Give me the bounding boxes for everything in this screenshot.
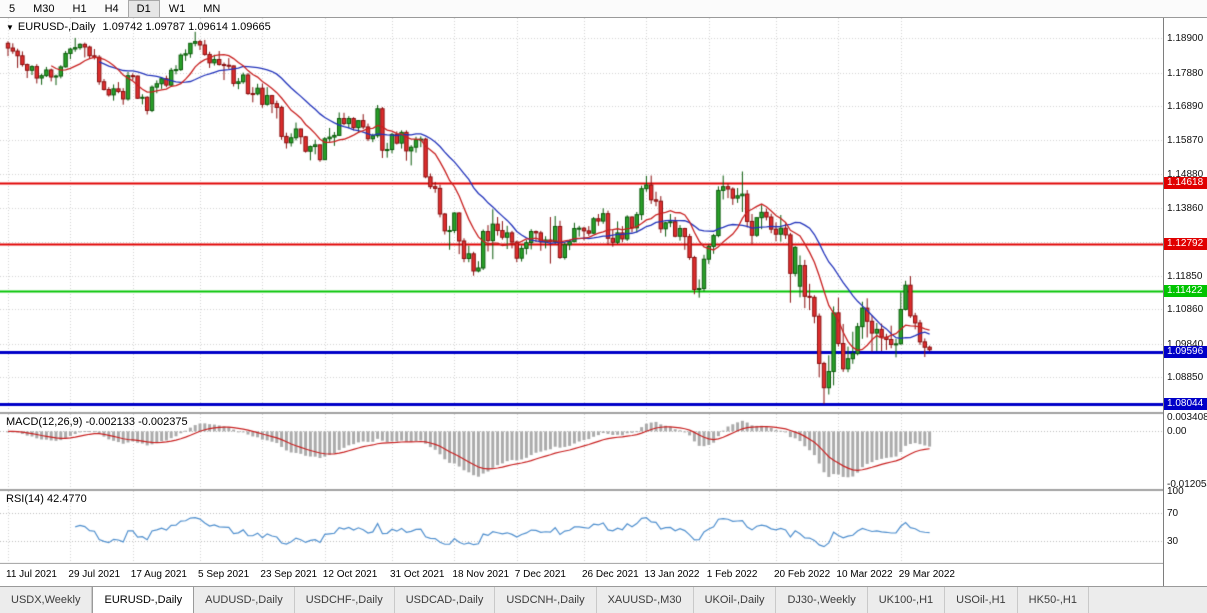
symbol-dropdown-icon[interactable]: ▼ bbox=[6, 23, 14, 32]
rsi-axis-label: 100 bbox=[1167, 486, 1184, 497]
tab-ukoil-daily[interactable]: UKOil-,Daily bbox=[694, 587, 777, 613]
date-axis-label: 29 Jul 2021 bbox=[68, 569, 121, 580]
timeframe-toolbar: 5 M30 H1 H4 D1 W1 MN bbox=[0, 0, 1207, 18]
date-axis-label: 12 Oct 2021 bbox=[322, 569, 378, 580]
date-axis-label: 13 Jan 2022 bbox=[644, 569, 700, 580]
date-axis-label: 29 Mar 2022 bbox=[898, 569, 955, 580]
timeframe-button-mn[interactable]: MN bbox=[203, 2, 221, 15]
price-axis-label: 1.11850 bbox=[1167, 271, 1203, 283]
date-axis-label: 10 Mar 2022 bbox=[836, 569, 893, 580]
price-axis-label: 1.18900 bbox=[1167, 33, 1204, 45]
timeframe-button-5[interactable]: 5 bbox=[9, 2, 16, 15]
timeframe-button-m30[interactable]: M30 bbox=[33, 2, 55, 15]
tab-dj30-weekly[interactable]: DJ30-,Weekly bbox=[776, 587, 868, 613]
tab-audusd-daily[interactable]: AUDUSD-,Daily bbox=[194, 587, 295, 613]
tab-usdx-weekly[interactable]: USDX,Weekly bbox=[0, 587, 93, 613]
date-axis-label: 5 Sep 2021 bbox=[198, 569, 250, 580]
price-line-tag-1-11422: 1.11422 bbox=[1164, 284, 1207, 297]
date-axis-label: 7 Dec 2021 bbox=[514, 569, 566, 580]
timeframe-button-w1[interactable]: W1 bbox=[168, 2, 186, 15]
price-axis-label: 1.14880 bbox=[1167, 168, 1204, 180]
price-line-tag-1-09596: 1.09596 bbox=[1164, 346, 1207, 359]
date-axis-label: 18 Nov 2021 bbox=[452, 569, 510, 580]
macd-axis-label: -0.012054 bbox=[1167, 478, 1207, 490]
date-axis-label: 11 Jul 2021 bbox=[6, 569, 57, 580]
rsi-axis-label: 30 bbox=[1167, 536, 1179, 548]
price-axis-label: 1.15870 bbox=[1167, 135, 1204, 147]
price-axis-label: 1.08850 bbox=[1167, 372, 1204, 384]
macd-indicator-label: MACD(12,26,9) -0.002133 -0.002375 bbox=[6, 416, 188, 428]
tab-hk50-h1[interactable]: HK50-,H1 bbox=[1018, 587, 1089, 613]
tab-eurusd-daily[interactable]: EURUSD-,Daily bbox=[92, 587, 195, 613]
price-axis-label: 1.10860 bbox=[1167, 304, 1204, 316]
timeframe-button-h4[interactable]: H4 bbox=[104, 2, 119, 15]
date-axis-label: 20 Feb 2022 bbox=[774, 569, 831, 580]
rsi-indicator-label: RSI(14) 42.4770 bbox=[6, 493, 87, 505]
price-axis-label: 1.09840 bbox=[1167, 338, 1204, 350]
rsi-axis-label: 70 bbox=[1167, 507, 1179, 519]
date-axis-label: 31 Oct 2021 bbox=[390, 569, 445, 580]
date-axis-label: 23 Sep 2021 bbox=[260, 569, 318, 580]
tab-usdchf-daily[interactable]: USDCHF-,Daily bbox=[295, 587, 395, 613]
chart-canvas[interactable] bbox=[0, 18, 1163, 564]
timeframe-button-d1[interactable]: D1 bbox=[127, 0, 160, 18]
price-axis[interactable]: 1.18900 1.17880 1.16890 1.15870 1.14880 1.138… bbox=[1163, 18, 1207, 586]
chart-title: ▼ EURUSD-,Daily 1.09742 1.09787 1.09614 1.… bbox=[6, 21, 271, 33]
date-axis-label: 17 Aug 2021 bbox=[130, 569, 187, 580]
date-axis-label: 26 Dec 2021 bbox=[582, 569, 639, 580]
tab-usdcad-daily[interactable]: USDCAD-,Daily bbox=[395, 587, 496, 613]
tab-usdcnh-daily[interactable]: USDCNH-,Daily bbox=[495, 587, 597, 613]
symbol-tab-bar: USDX,Weekly EURUSD-,Daily AUDUSD-,Daily USD… bbox=[0, 586, 1207, 613]
date-axis-label: 1 Feb 2022 bbox=[706, 569, 758, 580]
macd-axis-label: 0.003408 bbox=[1167, 411, 1207, 423]
price-axis-label: 1.13860 bbox=[1167, 203, 1204, 215]
chart-symbol-label: EURUSD-,Daily bbox=[17, 21, 96, 33]
chart-ohlc-values: 1.09742 1.09787 1.09614 1.09665 bbox=[102, 21, 271, 33]
time-axis[interactable]: 11 Jul 2021 29 Jul 2021 17 Aug 2021 5 Sep 2… bbox=[0, 564, 1163, 586]
tab-usoil-h1[interactable]: USOil-,H1 bbox=[945, 587, 1018, 613]
macd-axis-label: 0.00 bbox=[1167, 426, 1187, 438]
timeframe-button-h1[interactable]: H1 bbox=[72, 2, 87, 15]
price-line-tag-1-14618: 1.14618 bbox=[1164, 176, 1207, 189]
price-line-tag-1-12792: 1.12792 bbox=[1164, 238, 1207, 251]
tab-xauusd-m30[interactable]: XAUUSD-,M30 bbox=[597, 587, 694, 613]
price-axis-label: 1.16890 bbox=[1167, 101, 1204, 113]
price-line-tag-1-08044: 1.08044 bbox=[1164, 398, 1207, 411]
tab-uk100-h1[interactable]: UK100-,H1 bbox=[868, 587, 946, 613]
price-axis-label: 1.17880 bbox=[1167, 67, 1204, 79]
